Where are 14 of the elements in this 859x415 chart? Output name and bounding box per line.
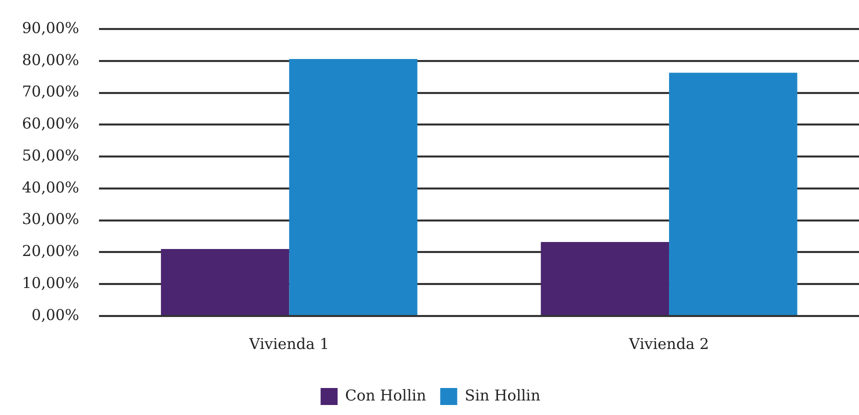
x-tick-label: Vivienda 2 <box>628 334 710 353</box>
y-tick-label: 20,00% <box>22 242 80 260</box>
y-tick-label: 10,00% <box>22 274 80 292</box>
legend-label: Con Hollin <box>345 386 427 404</box>
y-tick-label: 60,00% <box>22 114 80 133</box>
y-tick-label: 0,00% <box>32 306 80 324</box>
y-tick-label: 50,00% <box>22 146 80 164</box>
y-tick-label: 30,00% <box>22 210 80 228</box>
x-tick-label: Vivienda 1 <box>248 334 330 353</box>
y-tick-label: 80,00% <box>22 50 80 69</box>
y-tick-label: 70,00% <box>22 82 80 101</box>
y-tick-label: 90,00% <box>22 18 80 37</box>
y-tick-label: 40,00% <box>22 178 80 196</box>
legend-label: Sin Hollin <box>464 386 541 404</box>
